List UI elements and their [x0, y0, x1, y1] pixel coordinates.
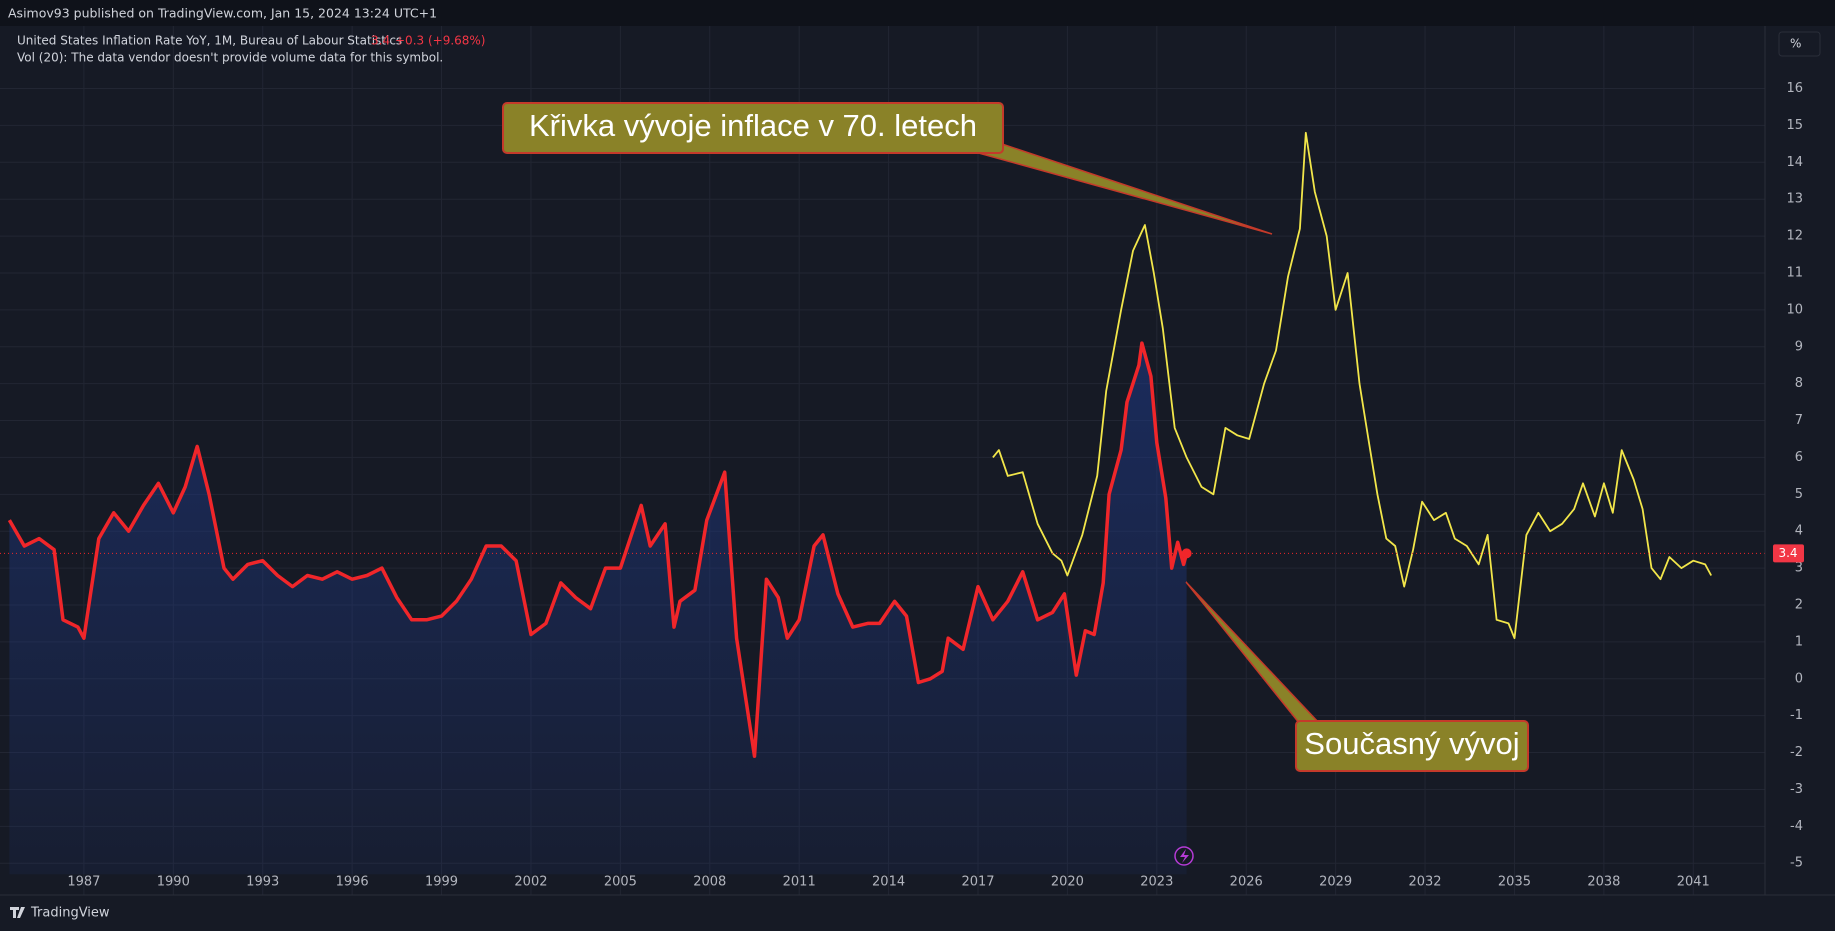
event-icon-bolt [1180, 849, 1189, 863]
brand-logo [10, 907, 25, 918]
x-tick-label: 1987 [67, 875, 100, 890]
series-line [992, 131, 1712, 640]
x-tick-label: 2020 [1051, 875, 1084, 890]
annotation-box [502, 102, 1004, 154]
last-value-dot [1181, 548, 1192, 559]
y-tick-label: 2 [1795, 597, 1803, 612]
legend-value: 3.4 [371, 34, 390, 48]
annotation: Současný vývoj [1185, 581, 1529, 772]
x-tick-label: 2017 [961, 875, 994, 890]
y-tick-label: -2 [1790, 745, 1803, 760]
plot-area [0, 131, 1765, 875]
y-tick-label: 6 [1795, 450, 1803, 465]
scale-button-label[interactable]: % [1790, 37, 1801, 51]
brand-name: TradingView [30, 906, 110, 921]
x-tick-label: 2035 [1498, 875, 1531, 890]
volume-note: Vol (20): The data vendor doesn't provid… [17, 51, 443, 65]
x-tick-label: 2008 [693, 875, 726, 890]
last-value-label: 3.4 [1778, 546, 1797, 560]
y-tick-label: 10 [1786, 302, 1803, 317]
x-tick-label: 2011 [783, 875, 816, 890]
y-tick-label: 14 [1786, 155, 1803, 170]
header-bar [0, 0, 1835, 26]
x-tick-label: 1996 [336, 875, 369, 890]
y-tick-label: 8 [1795, 376, 1803, 391]
y-tick-label: -4 [1790, 819, 1803, 834]
y-tick-label: 5 [1795, 487, 1803, 502]
y-tick-label: -1 [1790, 708, 1803, 723]
y-tick-label: -3 [1790, 782, 1803, 797]
x-tick-label: 2002 [514, 875, 547, 890]
x-tick-label: 1999 [425, 875, 458, 890]
x-tick-label: 2026 [1230, 875, 1263, 890]
legend-title: United States Inflation Rate YoY, 1M, Bu… [17, 34, 402, 48]
annotation: Křivka vývoje inflace v 70. letech [502, 102, 1273, 235]
x-tick-label: 2014 [872, 875, 905, 890]
annotation-text: Křivka vývoje inflace v 70. letech [529, 108, 977, 143]
x-tick-label: 2005 [604, 875, 637, 890]
x-tick-label: 1993 [246, 875, 279, 890]
y-tick-label: 1 [1795, 634, 1803, 649]
x-tick-label: 2032 [1408, 875, 1441, 890]
area-fill [9, 343, 1187, 875]
y-tick-label: 7 [1795, 413, 1803, 428]
y-tick-label: 13 [1786, 192, 1803, 207]
legend-change: +0.3 (+9.68%) [395, 34, 486, 48]
annotation-box [1295, 720, 1529, 772]
x-tick-label: 2023 [1140, 875, 1173, 890]
scale-button[interactable] [1778, 31, 1821, 57]
y-tick-label: -5 [1790, 856, 1803, 871]
y-tick-label: 15 [1786, 118, 1803, 133]
y-tick-label: 4 [1795, 524, 1803, 539]
series-line [7, 341, 1189, 758]
annotation-text: Současný vývoj [1304, 726, 1519, 761]
last-value-badge [1773, 544, 1804, 563]
header-text: Asimov93 published on TradingView.com, J… [8, 6, 437, 21]
y-tick-label: 16 [1786, 81, 1803, 96]
x-tick-label: 2038 [1587, 875, 1620, 890]
y-tick-label: 11 [1786, 265, 1803, 280]
y-tick-label: 9 [1795, 339, 1803, 354]
x-tick-label: 1990 [157, 875, 190, 890]
y-tick-label: 12 [1786, 229, 1803, 244]
x-tick-label: 2041 [1677, 875, 1710, 890]
y-tick-label: 3 [1795, 561, 1803, 576]
x-tick-label: 2029 [1319, 875, 1352, 890]
y-tick-label: 0 [1795, 671, 1803, 686]
